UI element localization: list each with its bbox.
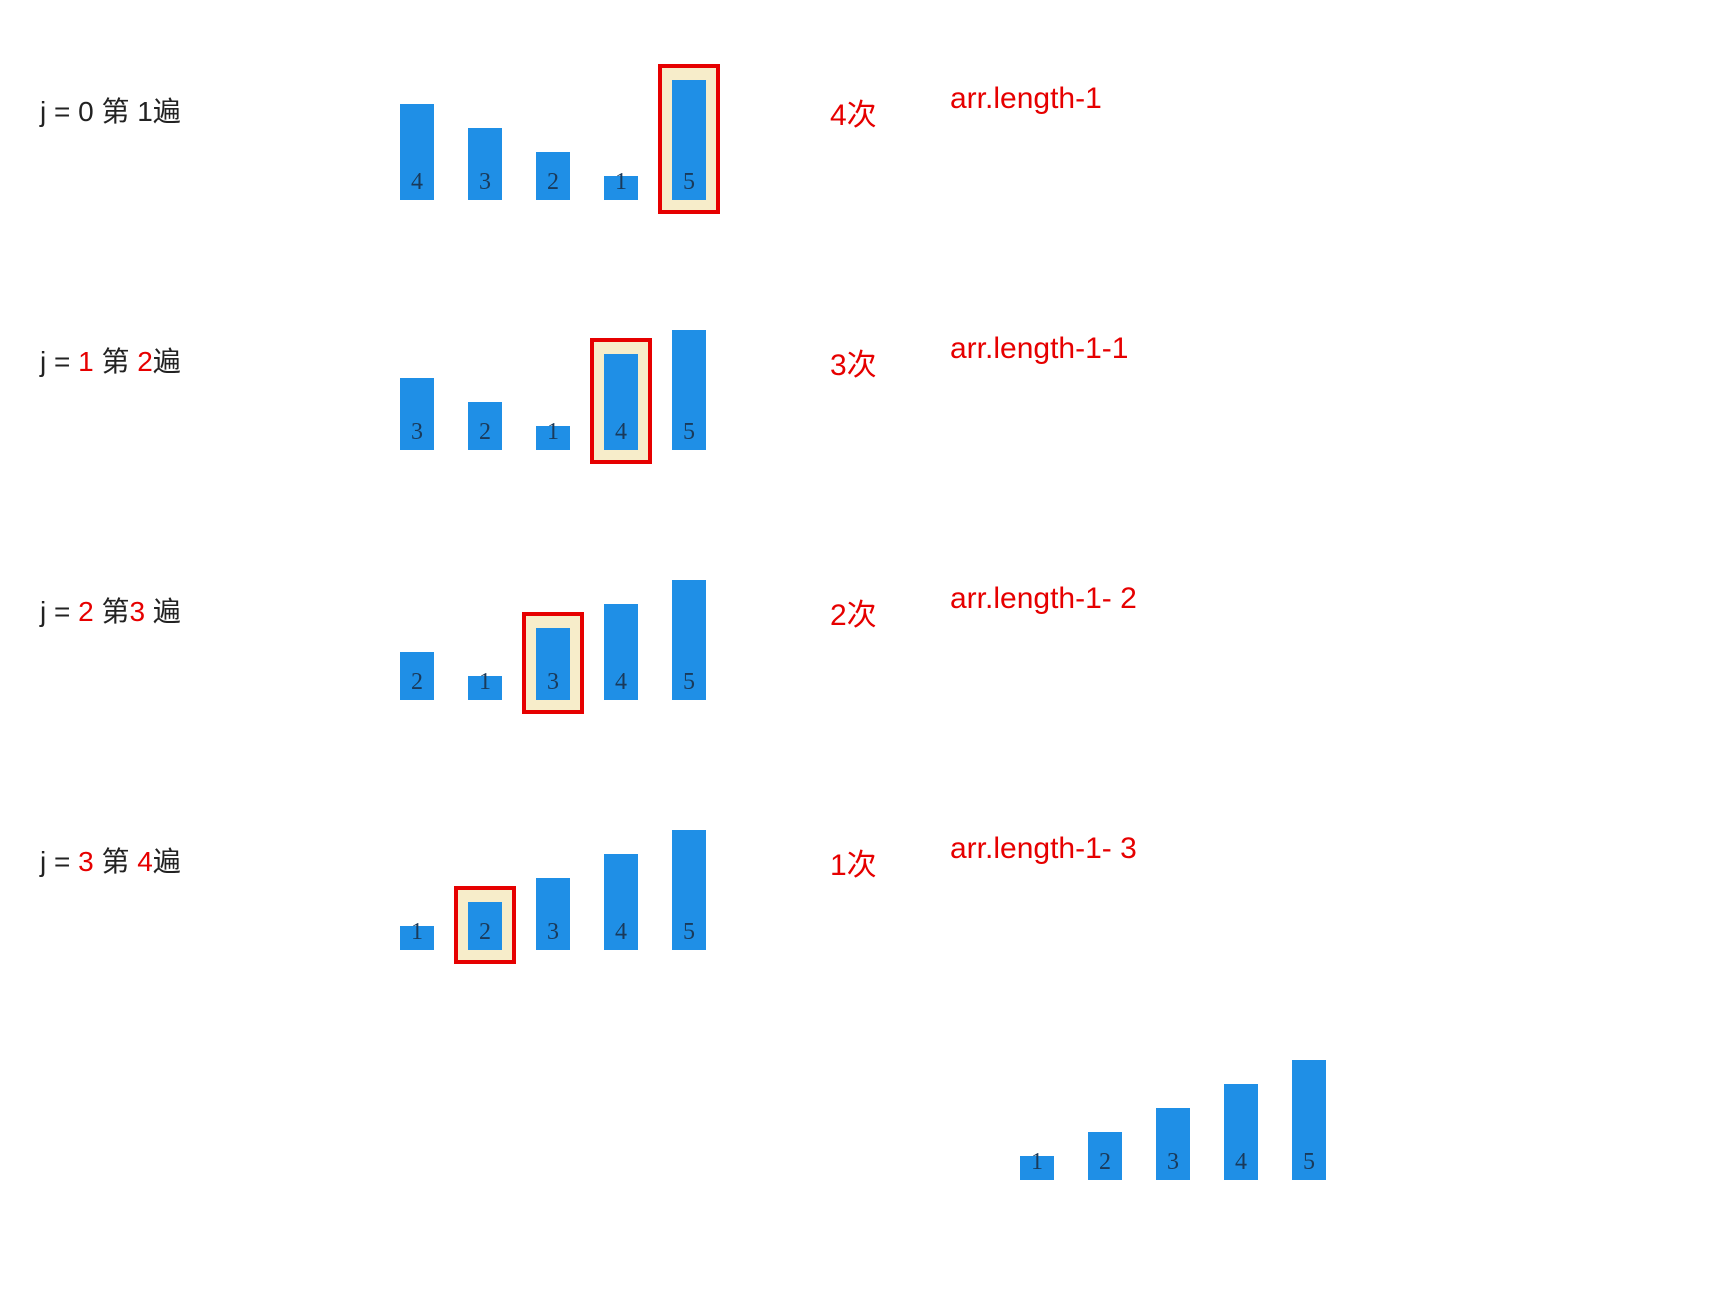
formula-label: arr.length-1- 3: [950, 832, 1137, 866]
bar-number: 4: [604, 419, 638, 446]
pass-prefix: 第: [102, 846, 138, 877]
bar-number: 3: [536, 669, 570, 696]
comparison-count: 2次: [830, 590, 877, 634]
bar-number: 4: [400, 169, 434, 196]
bar-number: 3: [400, 419, 434, 446]
bar-number: 5: [672, 669, 706, 696]
comparison-count: 3次: [830, 340, 877, 384]
pass-prefix: 第: [102, 96, 138, 127]
j-prefix: j =: [40, 596, 78, 627]
bar: 1: [400, 926, 434, 950]
bar-number: 1: [468, 669, 502, 696]
bar: 1: [604, 176, 638, 200]
bar-number: 5: [1292, 1149, 1326, 1176]
bar: 2: [468, 902, 502, 950]
comparison-count: 4次: [830, 90, 877, 134]
pass-row: j = 3 第 4遍123451次arr.length-1- 3: [0, 770, 1736, 950]
bars-group: 4 3 2 1 5: [400, 20, 820, 200]
pass-suffix: 遍: [153, 96, 181, 127]
j-pass-label: j = 1 第 2遍: [40, 340, 181, 380]
bar: 3: [536, 878, 570, 950]
pass-number: 4: [137, 846, 153, 877]
pass-suffix: 遍: [153, 846, 181, 877]
pass-suffix: 遍: [145, 596, 181, 627]
bar: 3: [1156, 1108, 1190, 1180]
j-prefix: j =: [40, 846, 78, 877]
pass-row: j = 0 第 1遍432154次arr.length-1: [0, 20, 1736, 200]
bar: 4: [400, 104, 434, 200]
j-prefix: j =: [40, 346, 78, 377]
bar: 3: [468, 128, 502, 200]
bar-number: 2: [1088, 1149, 1122, 1176]
pass-suffix: 遍: [153, 346, 181, 377]
bar-number: 1: [400, 919, 434, 946]
bar: 2: [536, 152, 570, 200]
bar: 2: [400, 652, 434, 700]
bar: 4: [604, 854, 638, 950]
bar: 1: [1020, 1156, 1054, 1180]
bar-number: 2: [536, 169, 570, 196]
final-sorted-bars: 1 2 3 4 5: [1020, 1000, 1440, 1180]
bar-number: 4: [1224, 1149, 1258, 1176]
bar-number: 4: [604, 669, 638, 696]
bar-number: 5: [672, 419, 706, 446]
formula-label: arr.length-1- 2: [950, 582, 1137, 616]
bar: 5: [672, 580, 706, 700]
pass-prefix: 第: [102, 346, 138, 377]
j-prefix: j =: [40, 96, 78, 127]
bar-number: 3: [1156, 1149, 1190, 1176]
bar-number: 1: [604, 169, 638, 196]
pass-number: 2: [137, 346, 153, 377]
bar: 5: [672, 330, 706, 450]
bars-group: 1 2 3 4 5: [400, 770, 820, 950]
pass-row: j = 2 第3 遍213452次arr.length-1- 2: [0, 520, 1736, 700]
bar: 2: [468, 402, 502, 450]
bar-number: 5: [672, 919, 706, 946]
bar-number: 2: [400, 669, 434, 696]
bar: 1: [468, 676, 502, 700]
bar: 5: [1292, 1060, 1326, 1180]
j-pass-label: j = 0 第 1遍: [40, 90, 181, 130]
comparison-count: 1次: [830, 840, 877, 884]
bar: 3: [536, 628, 570, 700]
bar-number: 5: [672, 169, 706, 196]
formula-label: arr.length-1: [950, 82, 1102, 116]
bar: 4: [604, 354, 638, 450]
j-pass-label: j = 3 第 4遍: [40, 840, 181, 880]
bar: 1: [536, 426, 570, 450]
bar: 2: [1088, 1132, 1122, 1180]
bar-number: 2: [468, 419, 502, 446]
bar: 5: [672, 80, 706, 200]
bar-number: 1: [536, 419, 570, 446]
bars-group: 3 2 1 4 5: [400, 270, 820, 450]
j-pass-label: j = 2 第3 遍: [40, 590, 181, 630]
bar-number: 3: [468, 169, 502, 196]
bars-group: 2 1 3 4 5: [400, 520, 820, 700]
formula-label: arr.length-1-1: [950, 332, 1128, 366]
pass-number: 1: [137, 96, 153, 127]
bar: 4: [1224, 1084, 1258, 1180]
bar: 4: [604, 604, 638, 700]
j-value: 3: [78, 846, 94, 877]
bar-number: 2: [468, 919, 502, 946]
pass-number: 3: [130, 596, 146, 627]
j-value: 0: [78, 96, 94, 127]
bar-number: 1: [1020, 1149, 1054, 1176]
pass-prefix: 第: [102, 596, 130, 627]
j-value: 1: [78, 346, 94, 377]
bar-number: 3: [536, 919, 570, 946]
j-value: 2: [78, 596, 94, 627]
bar: 3: [400, 378, 434, 450]
bar: 5: [672, 830, 706, 950]
pass-row: j = 1 第 2遍321453次arr.length-1-1: [0, 270, 1736, 450]
bar-number: 4: [604, 919, 638, 946]
